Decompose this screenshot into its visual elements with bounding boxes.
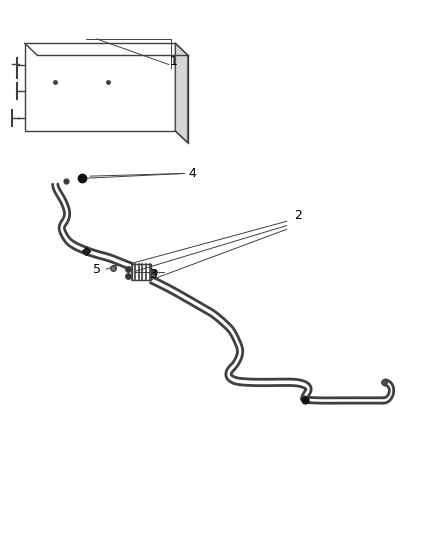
Bar [132,264,151,280]
Text: 3: 3 [149,268,157,281]
Text: 2: 2 [293,209,301,222]
Polygon shape [175,43,187,143]
Text: 5: 5 [93,263,101,276]
Text: 1: 1 [169,55,177,68]
Text: 4: 4 [189,167,197,180]
